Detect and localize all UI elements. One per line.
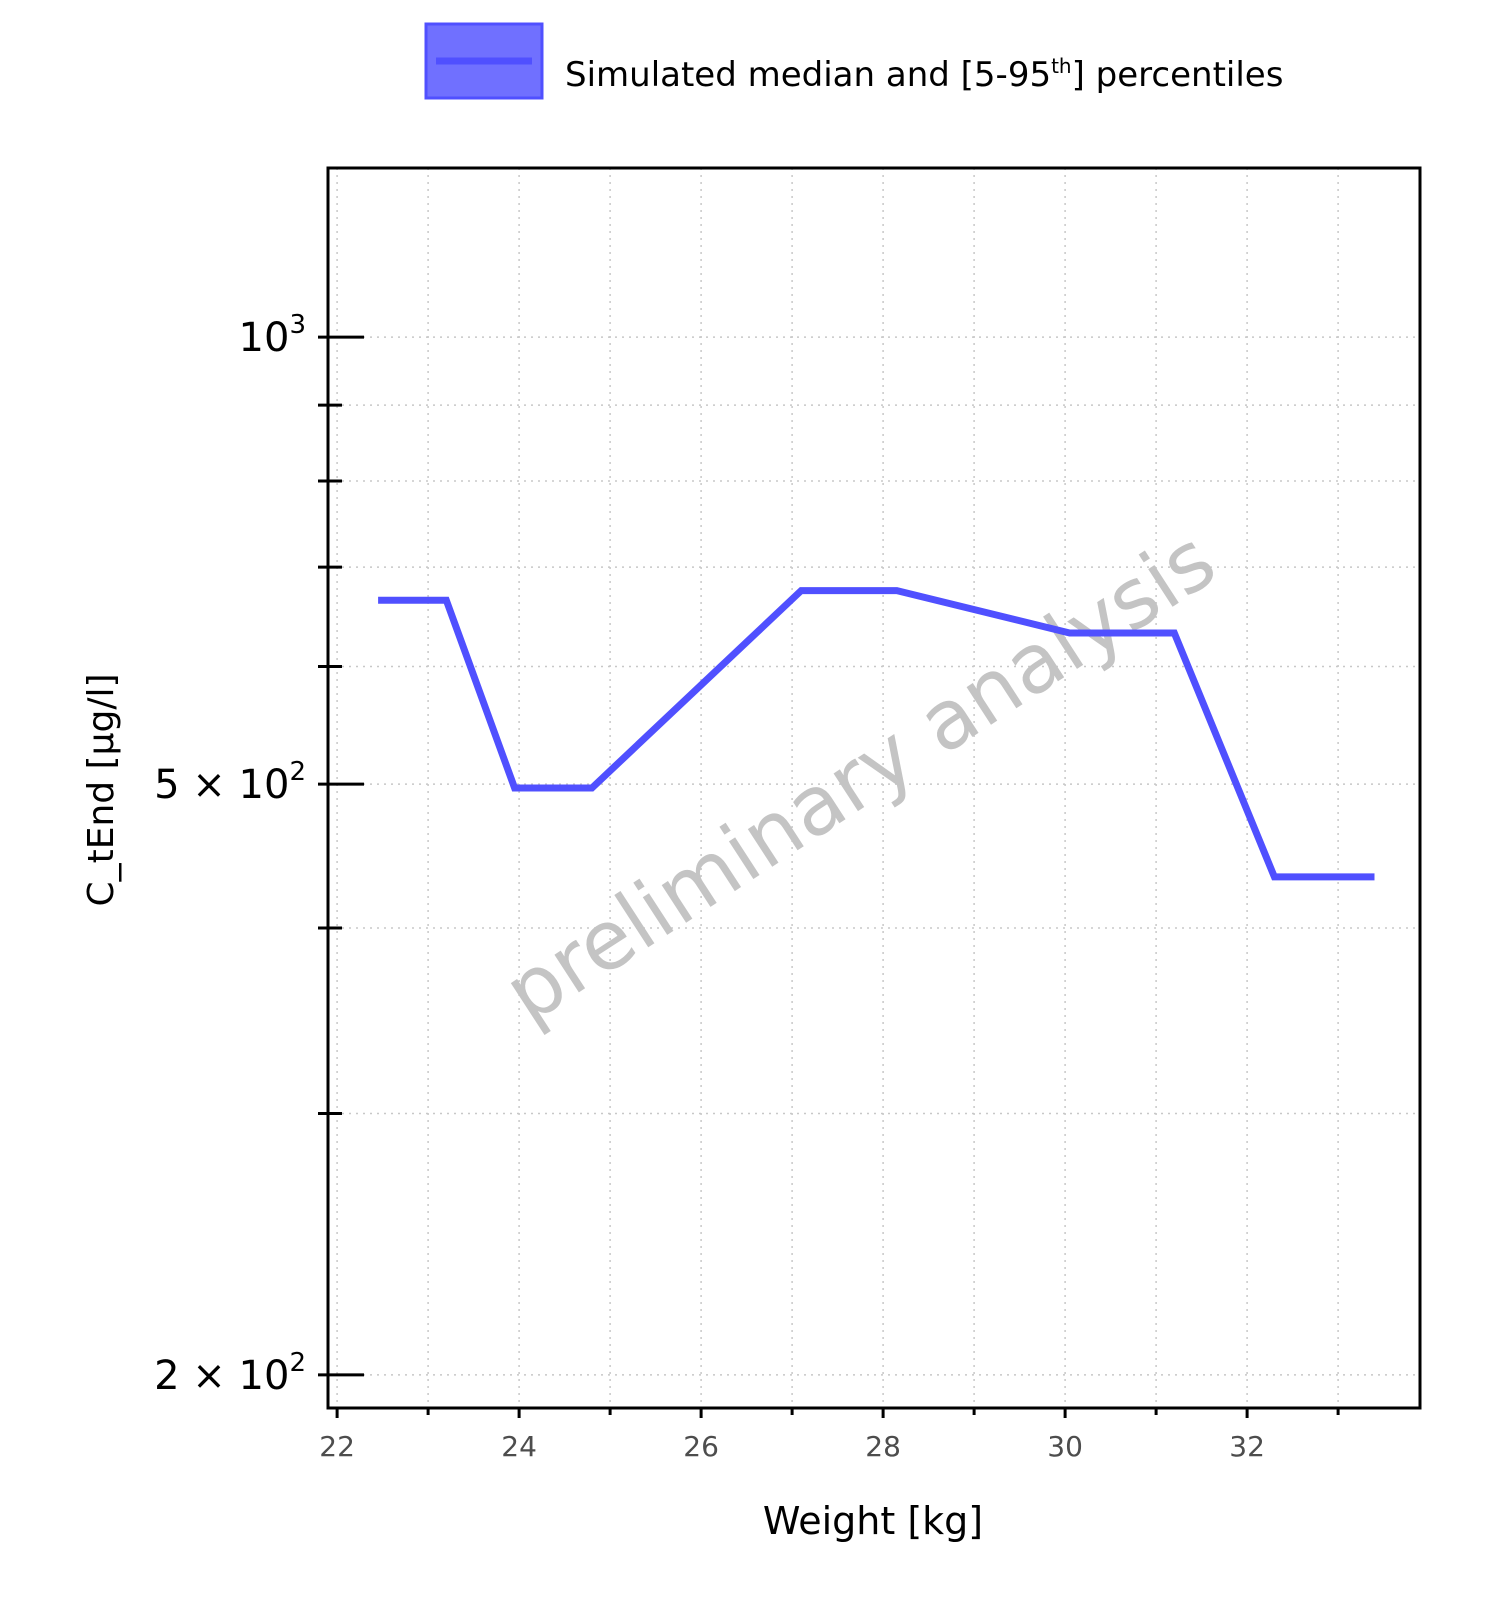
panel-border bbox=[326, 166, 1422, 1410]
x-tick-label: 32 bbox=[1229, 1430, 1265, 1463]
x-tick-label: 24 bbox=[501, 1430, 537, 1463]
x-axis-title: Weight [kg] bbox=[763, 1499, 983, 1543]
y-tick-label: 103 bbox=[239, 310, 306, 361]
x-axis: 22 24 26 28 30 32 bbox=[319, 1408, 1340, 1463]
legend: Simulated median and [5-95th] percentile… bbox=[424, 22, 1283, 100]
x-tick-label: 28 bbox=[865, 1430, 901, 1463]
grid bbox=[328, 168, 1420, 1408]
x-tick-label: 22 bbox=[319, 1430, 355, 1463]
series-line bbox=[378, 587, 1375, 881]
x-tick-label: 30 bbox=[1047, 1430, 1083, 1463]
y-tick-label: 5 × 102 bbox=[154, 757, 306, 808]
y-axis: 103 5 × 102 2 × 102 bbox=[154, 310, 364, 1399]
y-axis-title: C_tEnd [µg/l] bbox=[81, 673, 122, 906]
series-group bbox=[378, 587, 1375, 881]
y-tick-label: 2 × 102 bbox=[154, 1348, 306, 1399]
legend-label: Simulated median and [5-95th] percentile… bbox=[565, 54, 1283, 95]
x-tick-label: 26 bbox=[683, 1430, 719, 1463]
